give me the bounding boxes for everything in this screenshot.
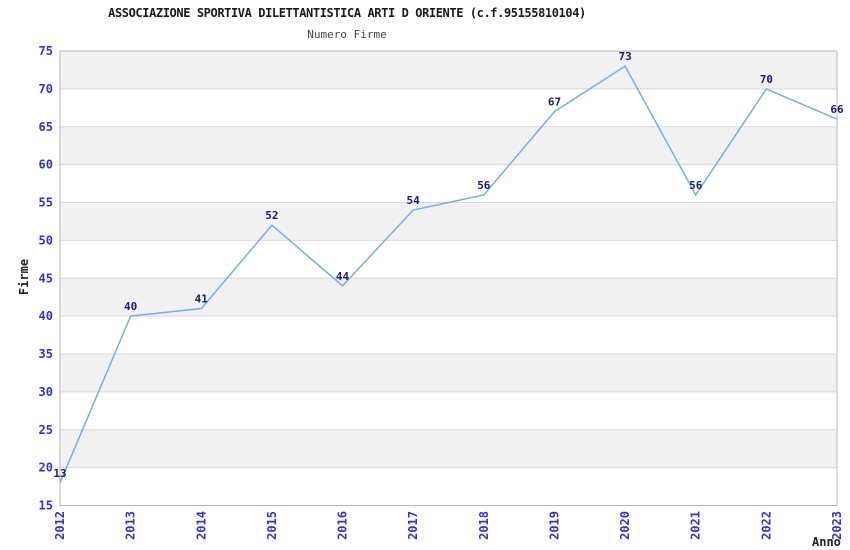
point-value-label: 56 — [689, 179, 703, 192]
y-tick-label: 40 — [39, 309, 53, 323]
x-axis-title: Anno — [812, 535, 841, 549]
point-value-label: 70 — [760, 73, 773, 86]
y-tick-label: 30 — [39, 385, 53, 399]
x-tick-label: 2023 — [830, 511, 844, 540]
plot-band — [60, 202, 837, 241]
point-value-label: 41 — [195, 293, 209, 306]
x-tick-label: 2017 — [406, 511, 420, 540]
y-tick-label: 45 — [39, 271, 53, 285]
plot-band — [60, 126, 837, 165]
point-value-label: 52 — [265, 209, 278, 222]
plot-band — [60, 429, 837, 468]
plot-band — [60, 354, 837, 392]
y-tick-label: 15 — [39, 499, 53, 513]
x-tick-label: 2015 — [265, 511, 279, 540]
point-value-label: 54 — [407, 194, 421, 207]
x-tick-label: 2012 — [53, 511, 67, 540]
point-value-label: 13 — [53, 467, 66, 480]
y-tick-label: 20 — [39, 461, 53, 475]
x-tick-label: 2020 — [618, 511, 632, 540]
chart-title: ASSOCIAZIONE SPORTIVA DILETTANTISTICA AR… — [108, 6, 586, 20]
y-tick-label: 70 — [39, 82, 53, 96]
point-value-label: 73 — [618, 50, 631, 63]
y-tick-label: 65 — [39, 120, 53, 134]
y-tick-label: 35 — [39, 347, 53, 361]
x-tick-label: 2014 — [194, 511, 208, 540]
x-tick-label: 2016 — [336, 511, 350, 540]
x-tick-label: 2022 — [759, 511, 773, 540]
x-tick-label: 2018 — [477, 511, 491, 540]
y-tick-label: 60 — [39, 158, 53, 172]
y-tick-label: 55 — [39, 196, 53, 210]
chart-subtitle: Numero Firme — [307, 28, 387, 41]
y-axis-title: Firme — [17, 259, 31, 295]
y-tick-label: 75 — [39, 44, 53, 58]
x-tick-label: 2013 — [124, 511, 138, 540]
x-tick-label: 2021 — [689, 511, 703, 540]
point-value-label: 67 — [548, 96, 561, 109]
plot-band — [60, 278, 837, 317]
y-tick-label: 25 — [39, 423, 53, 437]
plot-band — [60, 51, 837, 89]
point-value-label: 56 — [477, 179, 491, 192]
point-value-label: 40 — [124, 300, 137, 313]
data-line — [59, 65, 838, 484]
y-tick-label: 50 — [39, 233, 53, 247]
plot-border — [59, 50, 838, 506]
point-value-label: 44 — [336, 270, 350, 283]
point-value-label: 66 — [830, 103, 844, 116]
x-tick-label: 2019 — [547, 511, 561, 540]
